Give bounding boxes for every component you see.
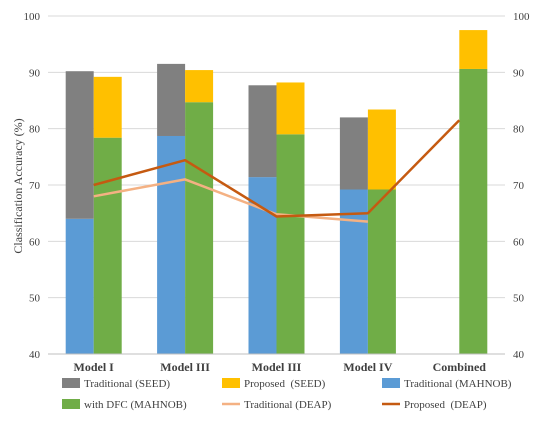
y-tick-label-right: 50 (513, 293, 525, 305)
bar (367, 109, 396, 190)
bar (339, 189, 368, 354)
bar (367, 189, 396, 354)
bar (248, 177, 277, 354)
y-tick-label-right: 90 (513, 67, 525, 79)
x-tick-label: Combined (433, 360, 487, 374)
bars (65, 30, 488, 354)
line-series (93, 119, 461, 218)
legend-swatch (382, 378, 400, 388)
bar (459, 68, 488, 354)
bar (65, 71, 94, 219)
bar (93, 76, 122, 138)
bar (157, 63, 186, 136)
axes: 40 40 50 50 60 60 70 70 80 80 90 90 100 100 Model I Mod… (24, 11, 531, 374)
legend: Traditional (SEED) Proposed (SEED) Traditi… (62, 378, 512, 411)
x-tick-label: Model III (252, 360, 302, 374)
y-tick-label-right: 80 (513, 124, 525, 136)
legend-label: Traditional (SEED) (84, 378, 170, 390)
bar (248, 85, 277, 178)
legend-label: Traditional (DEAP) (244, 399, 332, 411)
bar (459, 30, 488, 69)
legend-label: with DFC (MAHNOB) (84, 399, 187, 411)
y-axis-label: Classification Accuracy (%) (11, 118, 25, 253)
y-tick-label-right: 100 (513, 11, 530, 23)
bar (93, 137, 122, 354)
y-tick-label-left: 40 (29, 349, 41, 361)
y-tick-label-right: 40 (513, 349, 525, 361)
y-tick-label-right: 60 (513, 236, 525, 248)
bar (185, 70, 214, 103)
y-tick-label-left: 80 (29, 124, 41, 136)
bar (339, 117, 368, 190)
legend-label: Proposed (SEED) (244, 378, 326, 390)
y-tick-label-left: 50 (29, 293, 41, 305)
legend-swatch (62, 378, 80, 388)
y-tick-label-left: 60 (29, 236, 41, 248)
legend-label: Traditional (MAHNOB) (404, 378, 512, 390)
line-series (93, 178, 368, 223)
x-tick-label: Model I (74, 360, 115, 374)
legend-label: Proposed (DEAP) (404, 399, 487, 411)
bar (185, 102, 214, 354)
legend-swatch (62, 399, 80, 409)
y-tick-label-left: 70 (29, 180, 41, 192)
y-tick-label-right: 70 (513, 180, 525, 192)
bar (276, 82, 305, 135)
legend-swatch (222, 378, 240, 388)
y-tick-label-left: 90 (29, 67, 41, 79)
y-tick-label-left: 100 (24, 11, 41, 23)
bar (65, 218, 94, 354)
x-tick-label: Model III (160, 360, 210, 374)
bar (276, 134, 305, 354)
x-tick-label: Model IV (343, 360, 392, 374)
lines (93, 119, 461, 223)
bar (157, 135, 186, 354)
